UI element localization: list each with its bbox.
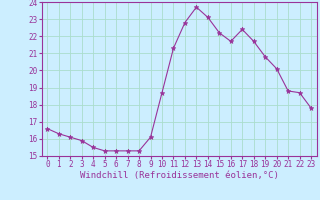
- X-axis label: Windchill (Refroidissement éolien,°C): Windchill (Refroidissement éolien,°C): [80, 171, 279, 180]
